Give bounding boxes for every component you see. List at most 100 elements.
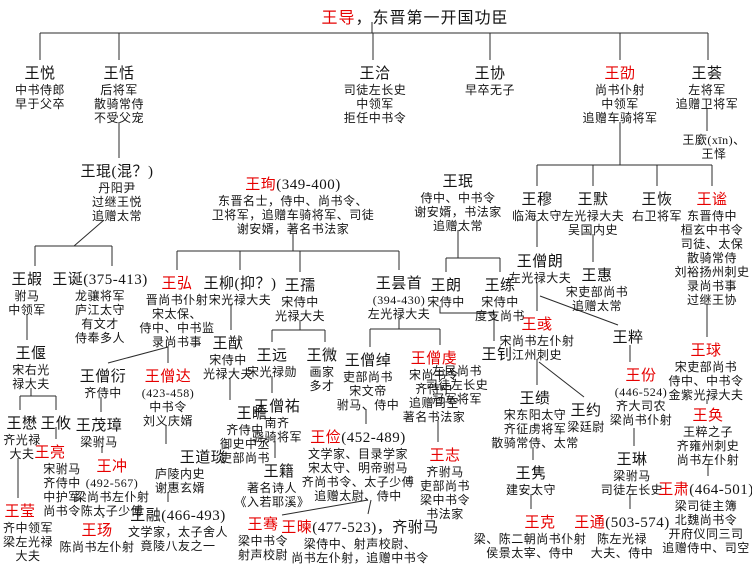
- person-name: 王冲: [96, 459, 128, 475]
- person-title-line: 宋侍中: [481, 295, 519, 309]
- tree-node-wang-shao: 王劭 尚书仆射 中领军 追赠车骑将军: [582, 62, 657, 125]
- person-title-line: 谢安婿，书法家: [414, 205, 502, 219]
- person-name: 王洽: [359, 66, 391, 82]
- connector-line: [281, 499, 369, 516]
- tree-node-wang-sengda: 王僧达 (423-458) 中书令 刘义庆婿: [142, 365, 195, 428]
- tree-node-wang-liang: 王亮 宋驸马 齐侍中 中护军 尚书令: [34, 441, 81, 518]
- person-title-line: 宋尚书左仆射: [499, 334, 575, 348]
- person-title-line: 宋太守、明帝驸马: [307, 461, 409, 475]
- person-name: 王缋: [519, 391, 551, 407]
- person-title-line: 晋尚书仆射: [145, 293, 209, 307]
- person-title-line: 谢惠玄婿: [154, 481, 206, 495]
- person-name: 王僧祐: [253, 399, 301, 415]
- person-title-line: 大夫: [9, 447, 35, 461]
- person-name: 王练: [484, 278, 516, 294]
- person-title-line: 齐征虏将军: [503, 422, 567, 436]
- connector-line: [73, 219, 105, 247]
- tree-node-wang-hong: 王弘 晋尚书仆射 宋太保、 侍中、中书监 录尚书事: [139, 272, 214, 349]
- tree-node-wang-zhan: 王瞻 齐侍中 御史中丞 吏部尚书: [220, 402, 270, 465]
- person-name: 王约: [570, 403, 602, 419]
- person-name: 王穆: [521, 192, 553, 208]
- tree-node-wang-kun: 王琨(混？) 丹阳尹 过继王悦 追赠太常: [81, 160, 154, 223]
- person-title-line: 宋文帝: [349, 384, 387, 398]
- person-title-line: 齐光禄: [3, 433, 41, 447]
- person-name: 王偃: [15, 346, 47, 362]
- person-title-line: 卫将军，追赠车骑将军、司徒: [211, 208, 375, 222]
- tree-node-wang-liu: 王柳(抑？) 宋光禄大夫: [204, 272, 277, 307]
- person-name: 王奂: [692, 408, 724, 424]
- person-title-line: 中书令: [149, 400, 187, 414]
- tree-node-wang-yue2: 王约 梁廷尉: [567, 399, 605, 434]
- person-title-line: 度支尚书: [474, 309, 526, 323]
- tree-node-wang-sengyou: 王僧祐 南齐 骁骑将军: [252, 395, 302, 444]
- person-title-line: 梁中书令: [419, 493, 471, 507]
- person-title-line: 临海太守: [511, 209, 563, 223]
- person-title-line: 梁驸马: [80, 435, 118, 449]
- person-name: 王僧绰: [344, 353, 392, 369]
- tree-node-wang-cui: 王粹: [612, 326, 643, 347]
- person-title-line: 追赠卫将军: [675, 97, 739, 111]
- person-title-line: 光禄大夫: [274, 309, 326, 323]
- person-title-line: 梁中书令: [237, 534, 289, 548]
- person-name: 王惠: [581, 268, 613, 284]
- person-name: 王珉: [442, 174, 474, 190]
- person-name: 王嘏: [11, 272, 43, 288]
- person-title-line: 侍中、中书令: [420, 191, 496, 205]
- person-name: 王亮: [34, 445, 66, 461]
- tree-node-wang-yan: 王偃 宋右光 禄大夫: [12, 342, 50, 391]
- person-title-line: 尚书左仆射，追赠中书令: [291, 551, 429, 564]
- person-name: 王劭: [604, 66, 636, 82]
- tree-node-wang-hui3: 王惠 宋吏部尚书 追赠太常: [566, 264, 629, 313]
- tree-node-wang-senglang: 王僧朗 左光禄大夫: [509, 250, 572, 285]
- person-name: 王琳: [616, 452, 648, 468]
- person-title-line: 梁尚书仆射: [609, 413, 673, 427]
- person-name: 王俭: [310, 430, 342, 446]
- person-title-line: 尚书令: [43, 504, 81, 518]
- person-title-line: 司徒左长史: [425, 378, 489, 392]
- person-name-suffix: (349-400): [276, 177, 341, 193]
- person-name: 王道琰: [179, 450, 227, 466]
- person-title-line: 齐侍中: [84, 386, 122, 400]
- person-name: 王僧达: [144, 369, 192, 385]
- person-title-line: 左光禄大夫: [367, 307, 431, 321]
- person-title-line: 梁侍中、射声校尉、: [303, 537, 417, 551]
- person-title-line: 宋驸马: [43, 462, 81, 476]
- tree-node-wang-mao: 王懋 齐光禄 大夫: [3, 412, 41, 461]
- person-title-line: 齐大司农: [615, 399, 667, 413]
- person-title-line: 梁、陈二朝尚书仆射: [473, 532, 587, 546]
- person-title-line: 宋侍中: [281, 295, 319, 309]
- person-title-line: 射声校尉: [237, 548, 289, 562]
- tree-node-wang-lang: 王朗 宋侍中: [427, 274, 465, 309]
- person-title-line: 吏部尚书: [419, 479, 471, 493]
- connector-line: [439, 306, 495, 341]
- person-name: 王孺: [284, 278, 316, 294]
- person-name: 王懋: [6, 416, 38, 432]
- tree-node-wang-chong: 王冲 (492-567) 梁尚书左仆射 陈太子少傅: [74, 455, 149, 518]
- diagram-title: 王导，东晋第一开国功臣: [321, 4, 508, 28]
- person-title-line: 刘义庆婿: [142, 414, 193, 428]
- person-title-line: 著名诗人: [246, 481, 298, 495]
- person-name: 王彧: [521, 317, 553, 333]
- person-title-line: 录尚书事: [151, 335, 203, 349]
- person-name: 王朗: [430, 278, 462, 294]
- person-name: 王悦: [24, 66, 56, 82]
- person-name-suffix: (477-523)，齐驸马: [312, 520, 439, 536]
- person-title-line: 宋侍中: [209, 353, 247, 367]
- tree-node-wang-sengyan: 王僧衍 齐侍中: [80, 365, 127, 400]
- person-title-line: 齐尚书令、太子少傅: [301, 475, 415, 489]
- person-title-line: 《入若耶溪》: [234, 495, 310, 509]
- person-name: 王瞻: [236, 406, 268, 422]
- person-title-line: 追赠太常: [571, 299, 623, 313]
- person-title-line: 王粹之子: [682, 425, 734, 439]
- person-title-line: 早于父卒: [14, 97, 66, 111]
- connector-line: [107, 346, 169, 364]
- person-title-line: 尚书左仆射: [676, 453, 740, 467]
- person-title-line: 早卒无子: [464, 83, 516, 97]
- person-name: 王协: [474, 66, 506, 82]
- person-name: 王谧: [696, 192, 728, 208]
- person-title-line: 梁左光禄: [2, 535, 54, 549]
- person-name: 王莹: [4, 504, 36, 520]
- person-title-line: 追赠太常: [432, 219, 484, 233]
- tree-node-wang-min: 王珉 侍中、中书令 谢安婿，书法家 追赠太常: [414, 170, 502, 233]
- person-title-line: 散骑常侍: [93, 97, 145, 111]
